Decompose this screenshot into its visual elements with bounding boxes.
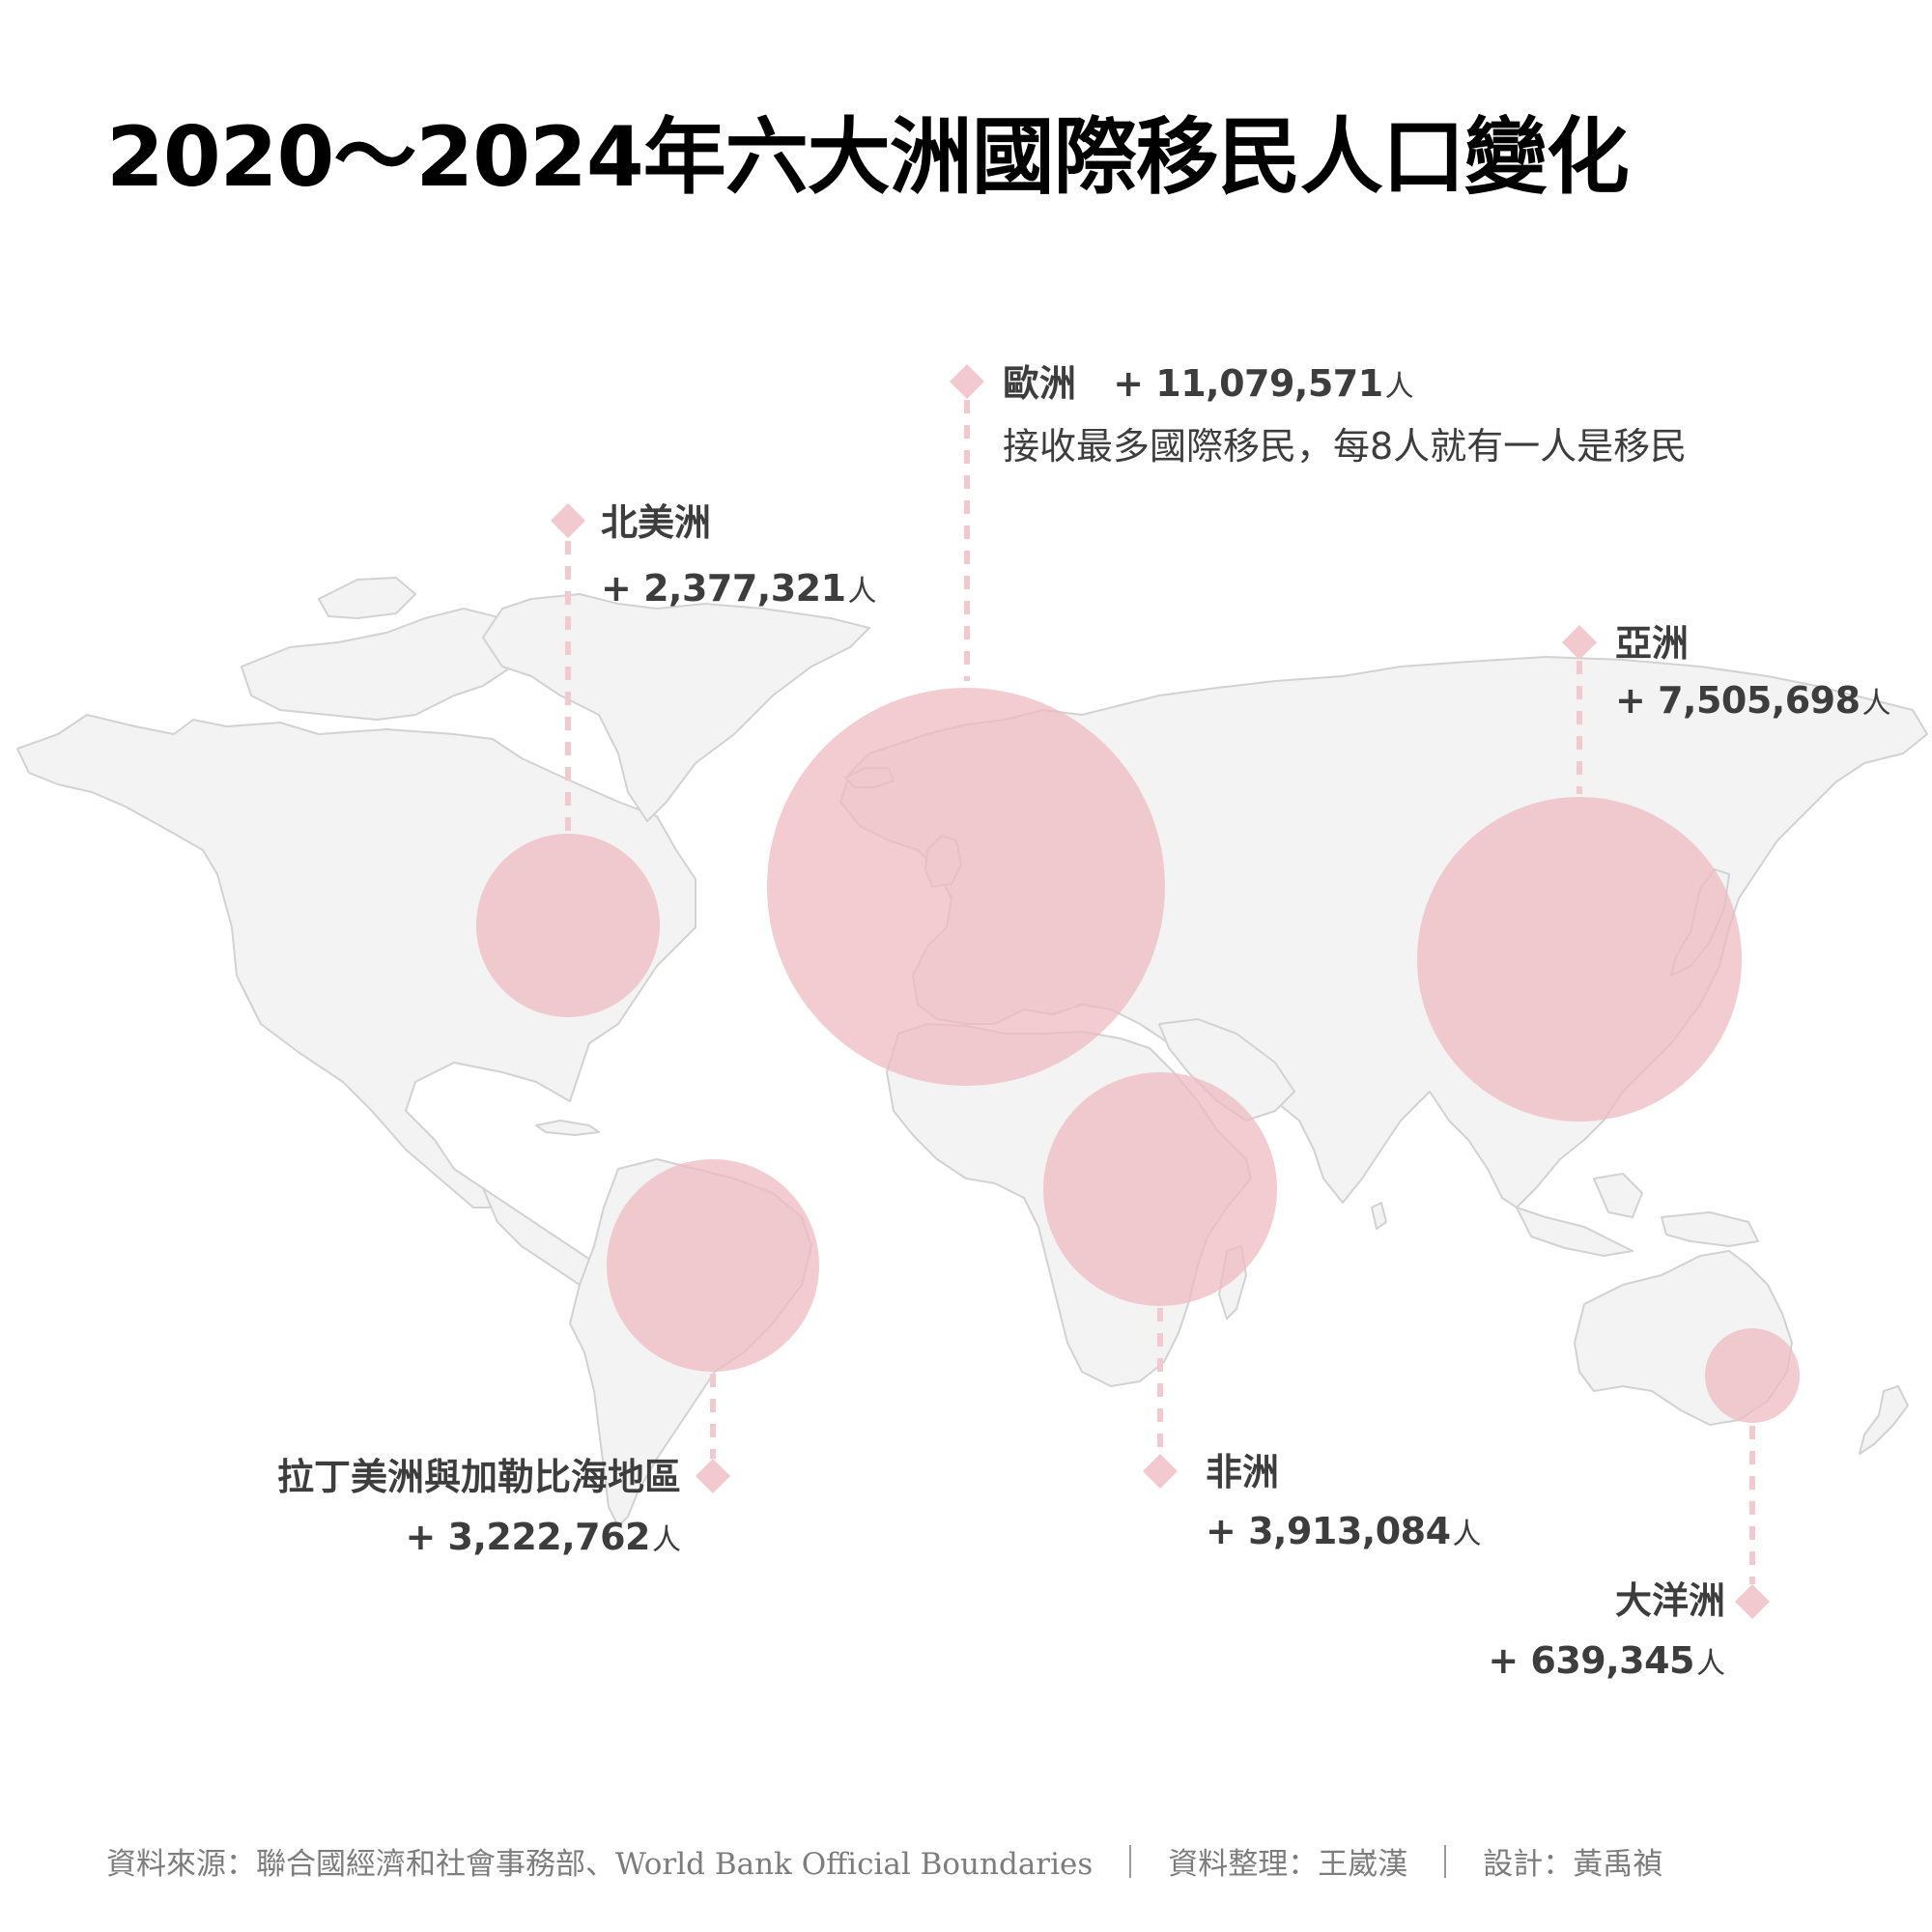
region-bubbles: [476, 688, 1800, 1423]
bubble-asia: [1417, 797, 1742, 1122]
region-name-europe: 歐洲: [1003, 362, 1077, 405]
region-value-africa: + 3,913,084: [1206, 1510, 1451, 1552]
land-greenland: [482, 593, 870, 822]
region-unit-africa: 人: [1452, 1518, 1482, 1551]
label-value-africa: + 3,913,084人: [1206, 1513, 1482, 1549]
bubble-latin-america: [607, 1159, 819, 1372]
marker-oceania: [1735, 1584, 1770, 1619]
region-value-asia: + 7,505,698: [1615, 679, 1861, 722]
region-value-latin-america: + 3,222,762: [405, 1516, 650, 1558]
footer-divider: [1129, 1844, 1132, 1878]
region-name-oceania: 大洋洲: [1614, 1579, 1725, 1622]
region-unit-oceania: 人: [1696, 1647, 1725, 1681]
bubble-africa: [1043, 1072, 1277, 1306]
region-name-north-america: 北美洲: [601, 501, 712, 544]
bubble-north-america: [476, 834, 660, 1017]
region-value-north-america: + 2,377,321: [601, 567, 846, 610]
region-unit-asia: 人: [1861, 687, 1891, 721]
label-europe: 歐洲 + 11,079,571人: [1003, 365, 1414, 402]
page-title: 2020～2024年六大洲國際移民人口變化: [106, 109, 1630, 206]
marker-africa: [1143, 1454, 1178, 1489]
region-name-asia: 亞洲: [1615, 622, 1690, 665]
label-value-latin-america: + 3,222,762人: [405, 1519, 681, 1555]
leader-lines: [565, 400, 1755, 1584]
bubble-oceania: [1705, 1328, 1800, 1423]
label-value-oceania: + 639,345人: [1488, 1642, 1725, 1679]
label-value-north-america: + 2,377,321人: [601, 570, 877, 607]
footer: 資料來源：聯合國經濟和社會事務部、World Bank Official Bou…: [106, 1839, 1662, 1883]
marker-europe: [950, 364, 984, 399]
note-europe: 接收最多國際移民，每8人就有一人是移民: [1003, 425, 1688, 468]
land-new-zealand: [1859, 1385, 1909, 1455]
bubble-europe: [767, 688, 1165, 1086]
region-value-europe: + 11,079,571: [1113, 362, 1383, 405]
land-north-america: [16, 714, 696, 1208]
region-unit-north-america: 人: [847, 575, 877, 609]
label-value-asia: + 7,505,698人: [1615, 682, 1891, 719]
marker-north-america: [551, 503, 585, 538]
footer-source: 資料來源：聯合國經濟和社會事務部、World Bank Official Bou…: [106, 1847, 1094, 1882]
diamond-markers: [551, 364, 1770, 1619]
region-value-oceania: + 639,345: [1488, 1639, 1694, 1682]
region-unit-latin-america: 人: [652, 1523, 681, 1557]
marker-latin-america: [696, 1459, 730, 1493]
region-name-latin-america: 拉丁美洲與加勒比海地區: [276, 1456, 681, 1498]
marker-asia: [1562, 625, 1597, 660]
region-unit-europe: 人: [1384, 370, 1414, 404]
footer-designer: 設計：黃禹禎: [1483, 1847, 1663, 1882]
footer-compiled-by: 資料整理：王崴漢: [1168, 1847, 1408, 1882]
region-name-africa: 非洲: [1206, 1451, 1280, 1493]
land-arctic-islands: [241, 608, 523, 721]
footer-divider: [1444, 1844, 1447, 1878]
